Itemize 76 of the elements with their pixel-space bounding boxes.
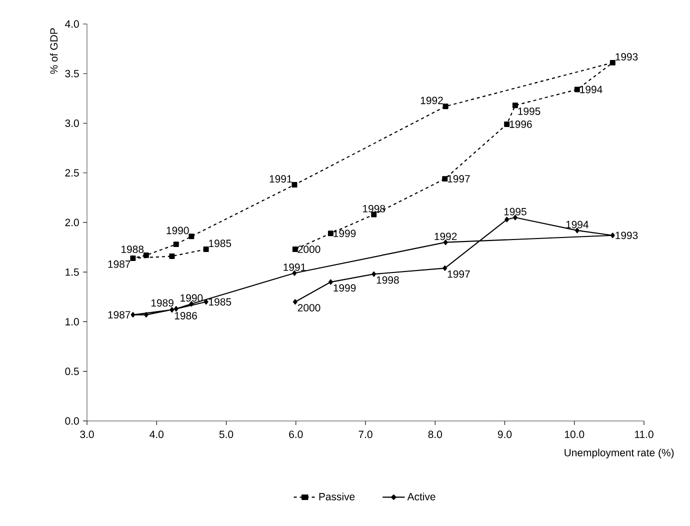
annotation: 1987 [108,260,130,268]
annotation: 1992 [434,232,457,240]
x-axis-title: Unemployment rate (%) [564,448,674,458]
point [504,216,510,222]
annotation: 1989 [151,299,174,307]
annotation: 1996 [510,120,532,128]
x-tick-label: 4.0 [150,430,164,438]
x-tick-label: 3.0 [80,430,94,438]
point [442,265,448,271]
annotation: 1985 [209,240,232,248]
x-tick-label: 10.0 [564,430,584,438]
annotation: 1992 [420,96,443,104]
point [292,246,298,252]
annotation: 1995 [504,208,526,216]
y-tick-label: 2.0 [65,218,79,226]
point [130,312,136,318]
x-tick-label: 8.0 [428,430,442,438]
point [143,252,149,258]
annotation: 1991 [284,264,306,271]
annotation: 2000 [298,304,320,312]
point [574,86,580,92]
legend-label: Active [407,492,436,500]
annotation: 1985 [209,298,232,306]
y-axis-title: % of GDP [50,28,58,74]
y-tick-label: 1.0 [66,318,79,326]
point [130,255,136,261]
point [610,60,616,66]
y-tick-label: 3.0 [65,120,79,127]
point [292,299,298,305]
x-tick-label: 6.0 [289,430,303,438]
y-tick-label: 0.5 [65,368,79,376]
point [188,234,194,240]
x-tick-label: 5.0 [219,430,234,438]
point [328,230,334,236]
annotation: 1999 [334,230,356,238]
point [504,121,510,127]
legend-label: Passive [319,492,355,500]
point [292,182,298,188]
annotation: 1997 [448,270,470,278]
y-tick-label: 1.5 [66,268,79,276]
annotation: 1986 [174,312,197,320]
y-tick-label: 0.0 [65,417,79,425]
y-tick-label: 3.5 [65,70,79,78]
point [512,102,518,108]
annotation: 1990 [166,226,189,234]
annotation: 1998 [363,204,386,212]
x-tick-label: 11.0 [635,430,654,438]
y-tick-label: 2.5 [65,169,79,177]
annotation: 1988 [122,246,144,254]
annotation: 1994 [566,220,588,228]
annotation: 1994 [580,86,602,94]
annotation: 1990 [180,294,203,302]
annotation: 1993 [616,232,638,240]
point [328,279,333,285]
annotation: 2000 [298,246,320,253]
point [442,176,448,182]
annotation: 1997 [448,175,470,183]
annotation: 1998 [376,276,399,284]
point [174,306,178,312]
annotation: 1995 [518,108,540,115]
x-tick-label: 7.0 [358,430,372,438]
annotation: 1993 [616,53,638,61]
point [170,307,174,313]
annotation: 1987 [108,311,130,318]
point [372,271,376,277]
point [144,312,148,318]
annotation: 1999 [334,284,356,292]
point [173,242,179,248]
point [442,104,448,110]
point [204,299,208,305]
annotation: 1991 [270,175,292,183]
y-tick-label: 4.0 [65,20,79,28]
point [610,232,615,238]
point [203,246,209,252]
x-tick-label: 9.0 [498,430,512,438]
point [169,253,175,259]
